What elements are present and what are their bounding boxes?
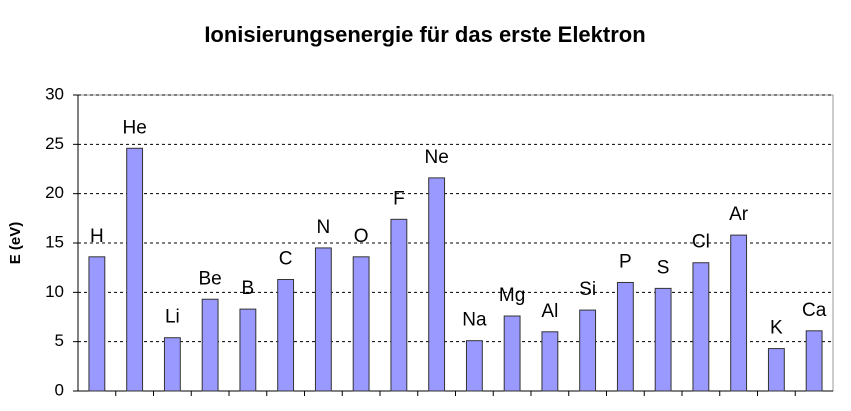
bar — [352, 256, 370, 392]
bar — [163, 337, 181, 392]
plot-area — [77, 94, 834, 392]
bar — [465, 340, 483, 392]
bar — [616, 281, 634, 392]
y-tick-label: 15 — [45, 232, 64, 251]
bar-label: Cl — [692, 232, 710, 253]
bar — [805, 330, 823, 392]
bar — [126, 147, 144, 392]
bar — [730, 234, 748, 392]
y-tick-label: 25 — [45, 134, 64, 153]
bar — [390, 218, 408, 392]
bar-label: Li — [165, 307, 180, 328]
y-tick-label: 0 — [55, 380, 64, 399]
bar-label: Ar — [729, 204, 749, 225]
bar-label: N — [317, 217, 331, 238]
bar-label: Mg — [499, 285, 525, 306]
chart-title: Ionisierungsenergie für das erste Elektr… — [204, 22, 645, 47]
bar — [692, 262, 710, 392]
bar — [277, 279, 295, 392]
bar — [428, 177, 446, 392]
bar — [201, 298, 219, 392]
y-tick-label: 20 — [45, 183, 64, 202]
bar — [239, 308, 257, 392]
bar — [654, 287, 672, 392]
bar-label: F — [393, 188, 405, 209]
y-tick-label: 5 — [55, 331, 64, 350]
bar-label: K — [770, 318, 783, 339]
bar — [314, 247, 332, 392]
bar-label: He — [122, 117, 146, 138]
bar-label: Be — [199, 268, 222, 289]
bar — [88, 256, 106, 392]
bar — [579, 309, 597, 392]
bar-label: B — [242, 278, 255, 299]
bar-label: S — [657, 257, 670, 278]
y-axis-label: E (eV) — [7, 222, 24, 265]
bar-label: P — [619, 251, 632, 272]
bar-label: H — [90, 226, 104, 247]
bar — [503, 315, 521, 392]
bar-label: O — [354, 226, 369, 247]
bar — [767, 348, 785, 392]
bar-label: Ne — [424, 147, 448, 168]
y-tick-label: 30 — [45, 84, 64, 103]
bar — [541, 331, 559, 392]
bar-label: Na — [462, 310, 487, 331]
bar-label: Al — [541, 301, 558, 322]
bar-label: Si — [579, 279, 596, 300]
y-tick-label: 10 — [45, 282, 64, 301]
bar-label: C — [279, 249, 293, 270]
bar-label: Ca — [802, 300, 827, 321]
